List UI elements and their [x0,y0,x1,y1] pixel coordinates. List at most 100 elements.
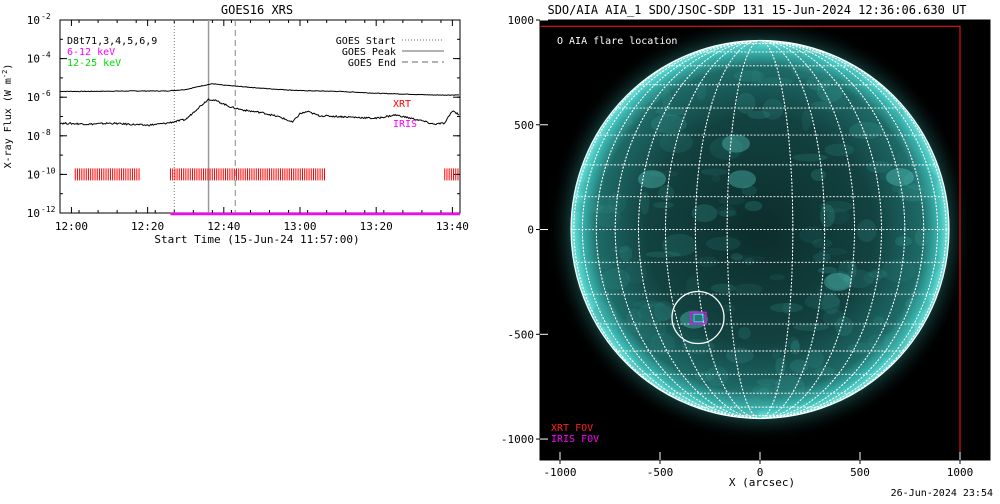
goes-y-tick-exponent: -2 [41,12,51,21]
longitude-line [694,40,826,419]
coronal-loop-patch [804,293,841,310]
longitude-line [638,40,882,419]
goes-x-tick-label: 12:00 [55,220,88,233]
goes-legend-peak-label: GOES Peak [342,47,396,58]
coronal-loop-patch [744,200,763,212]
coronal-loop-patch [691,204,718,223]
coronal-loop-patch [904,296,931,311]
coronal-loop-patch [637,303,673,323]
goes-event-markers [173,20,236,213]
coronal-loop-patch [843,269,874,289]
goes-y-tick-label: 10 [27,168,40,181]
longitude-line [595,40,925,419]
aia-title: SDO/AIA AIA_1 SDO/JSOC-SDP 131 15-Jun-20… [547,3,966,17]
goes-y-tick-exponent: -6 [41,89,51,98]
coronal-loop-patch [654,300,674,322]
goes-title: GOES16 XRS [221,3,293,17]
coronal-loop-patch [756,378,779,386]
coronal-loop-patch [658,185,675,201]
coronal-loop-patch [895,235,913,247]
coronal-loop-patch [594,205,621,228]
bright-region [886,168,914,187]
coronal-loop-patch [648,170,679,178]
goes-series [59,83,460,127]
longitude-line [573,40,947,419]
goes-y-tick-label: 10 [27,53,40,66]
coronal-loop-patch [734,283,763,295]
bright-region [728,170,756,189]
iris-fov-box [690,311,707,325]
coronal-loop-patch [662,88,672,111]
goes-y-axis-title: X-ray Flux (W m-2) [1,64,14,169]
coronal-loop-patch [730,253,743,261]
goes-legend-start-label: GOES Start [336,36,396,47]
coronal-loop-patch [771,347,781,360]
longitude-line [665,40,855,419]
aia-x-tick-label: 0 [757,466,764,479]
coronal-loop-patch [736,92,756,114]
bright-region [824,272,852,291]
coronal-loop-patch [659,132,694,154]
goes-y-tick-exponent: -4 [41,51,51,60]
coronal-loop-patch [706,236,741,251]
flare-location-circle [671,290,725,345]
heliographic-grid [571,40,949,419]
coronal-loop-patch [897,184,929,202]
coronal-loop-patch [801,110,811,132]
coronal-loop-patch [587,195,620,214]
coronal-loop-patch [856,219,877,243]
aia-plot-frame [539,19,991,461]
bright-region [638,170,666,189]
coronal-loop-patch [775,357,786,376]
coronal-loop-patch [619,118,633,127]
goes-iris-label: IRIS [393,119,417,130]
coronal-loop-patch [847,261,857,275]
coronal-loop-patch [814,366,836,377]
coronal-loop-patch [881,259,916,283]
coronal-loop-patch [733,255,765,262]
aia-y-tick-label: -1000 [501,433,534,446]
coronal-loop-patch [595,258,613,270]
coronal-loop-patch [650,114,687,134]
bright-region [722,134,750,153]
coronal-loop-patch [625,261,647,284]
coronal-loop-patch [607,192,627,214]
aia-x-tick-label: -1000 [543,466,576,479]
goes-y-tick-label: 10 [27,130,40,143]
goes-legend-end-label: GOES End [348,58,396,69]
coronal-loop-patch [662,233,697,257]
aia-legend-flare-location: O AIA flare location [557,36,677,47]
coronal-loop-patch [774,375,805,399]
goes-y-axis-title-sup: -2 [1,70,9,78]
coronal-loop-patch [927,251,941,273]
goes-x-tick-label: 12:40 [207,220,240,233]
coronal-loop-patch [821,292,841,315]
longitude-line [581,40,939,419]
goes-y-axis-title-close: ) [3,64,14,70]
goes-y-tick-exponent: -12 [41,205,56,214]
goes-xrt-label: XRT [393,99,411,110]
goes-coverage [74,168,460,216]
coronal-loop-patch [747,110,771,119]
aia-y-tick-label: 0 [527,224,534,237]
coronal-loop-patch [866,160,892,173]
aia-panel: SDO/AIA AIA_1 SDO/JSOC-SDP 131 15-Jun-20… [501,3,991,489]
coronal-loop-patch [824,143,855,157]
coronal-loop-patch [640,191,650,215]
coronal-loop-patch [704,393,732,411]
coronal-loop-patch [918,257,928,271]
coronal-loop-patch [710,283,736,293]
goes-x-axis-title: Start Time (15-Jun-24 11:57:00) [154,233,359,246]
coronal-loop-patch [758,77,793,87]
aia-x-axis-title: X (arcsec) [729,476,795,489]
coronal-loop-patch [762,98,784,120]
goes-y-axis-title-main: X-ray Flux (W m [3,78,14,168]
aia-image [540,20,974,460]
coronal-loop-patch [904,140,918,149]
coronal-loop-patch [810,168,826,182]
coronal-loop-patch [642,91,661,104]
coronal-loop-patch [810,101,831,109]
goes-y-tick-exponent: -8 [41,128,51,137]
coronal-loop-patch [705,366,729,387]
